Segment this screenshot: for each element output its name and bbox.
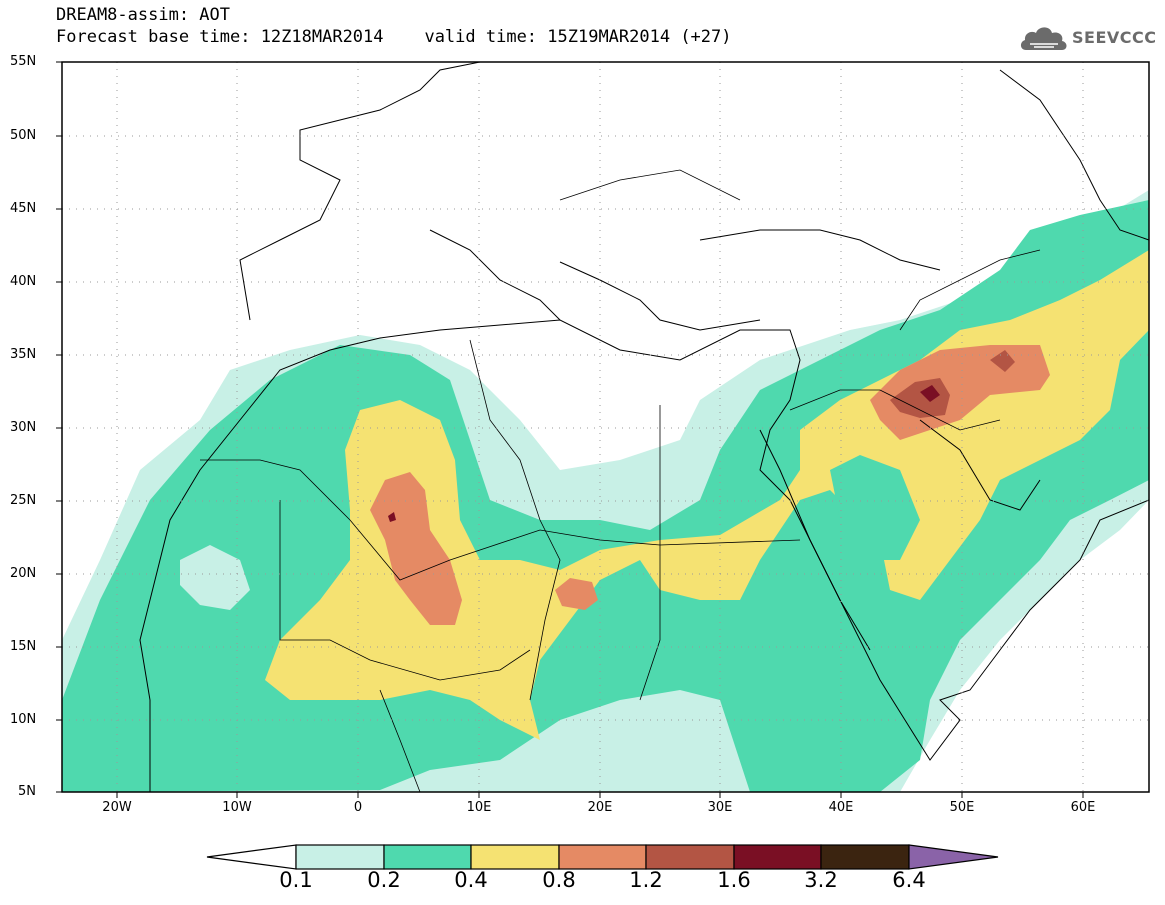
country-borders: [200, 169, 1041, 792]
lon-label-0: 0: [353, 800, 363, 815]
lon-label-20e: 20E: [587, 800, 613, 815]
colorbar-0.2: [383, 844, 472, 870]
lat-label-10n: 10N: [10, 712, 37, 727]
colorbar-over: [908, 844, 999, 870]
lon-label-10e: 10E: [466, 800, 492, 815]
map-subtitle: Forecast base time: 12Z18MAR2014 valid t…: [56, 27, 732, 47]
lat-label-25n: 25N: [10, 493, 37, 508]
aot-hole-west-africa: [180, 545, 250, 610]
lat-label-55n: 55N: [10, 54, 37, 69]
lat-label-30n: 30N: [10, 420, 37, 435]
colorbar-label-1.6: 1.6: [717, 868, 751, 892]
lon-label-50e: 50E: [949, 800, 975, 815]
lat-label-20n: 20N: [10, 566, 37, 581]
colorbar-label-0.2: 0.2: [367, 868, 401, 892]
aot-layer-1.6: [920, 385, 940, 402]
colorbar-label-0.4: 0.4: [454, 868, 488, 892]
lat-label-50n: 50N: [10, 128, 37, 143]
axis-ticks: [56, 61, 1084, 798]
coastlines: [139, 62, 1149, 792]
colorbar-0.4: [470, 844, 560, 870]
aot-layer-0.8: [370, 472, 462, 625]
colorbar-0.1: [295, 844, 385, 870]
lon-label-20w: 20W: [102, 800, 132, 815]
lat-label-40n: 40N: [10, 274, 37, 289]
colorbar-0.8: [558, 844, 647, 870]
aot-layer-1.2: [890, 378, 950, 418]
lat-label-15n: 15N: [10, 639, 37, 654]
colorbar-label-0.1: 0.1: [279, 868, 313, 892]
aot-layer-1.6-b: [388, 512, 396, 522]
map-title: DREAM8-assim: AOT: [56, 5, 230, 25]
lon-label-60e: 60E: [1070, 800, 1096, 815]
colorbar: [206, 844, 999, 870]
aot-layer-0.8-chad: [555, 578, 598, 610]
aot-hole-arabia-green: [830, 455, 920, 560]
cloud-logo-icon: [1020, 27, 1067, 50]
seevccc-logo: SEEVCCC: [1018, 22, 1158, 56]
lon-label-40e: 40E: [828, 800, 854, 815]
lat-label-45n: 45N: [10, 201, 37, 216]
colorbar-label-1.2: 1.2: [629, 868, 663, 892]
graticule: [62, 62, 1149, 792]
colorbar-label-3.2: 3.2: [804, 868, 838, 892]
colorbar-3.2: [820, 844, 910, 870]
colorbar-label-0.8: 0.8: [542, 868, 576, 892]
aot-layer-1.2-b: [990, 350, 1015, 372]
map-frame: [61, 61, 1150, 793]
colorbar-1.2: [645, 844, 735, 870]
colorbar-1.6: [733, 844, 822, 870]
logo-text: SEEVCCC: [1072, 28, 1157, 47]
lat-label-5n: 5N: [18, 784, 36, 799]
colorbar-under: [206, 844, 297, 870]
lon-label-10w: 10W: [222, 800, 252, 815]
lon-label-30e: 30E: [707, 800, 733, 815]
colorbar-label-6.4: 6.4: [892, 868, 926, 892]
lat-label-35n: 35N: [10, 347, 37, 362]
